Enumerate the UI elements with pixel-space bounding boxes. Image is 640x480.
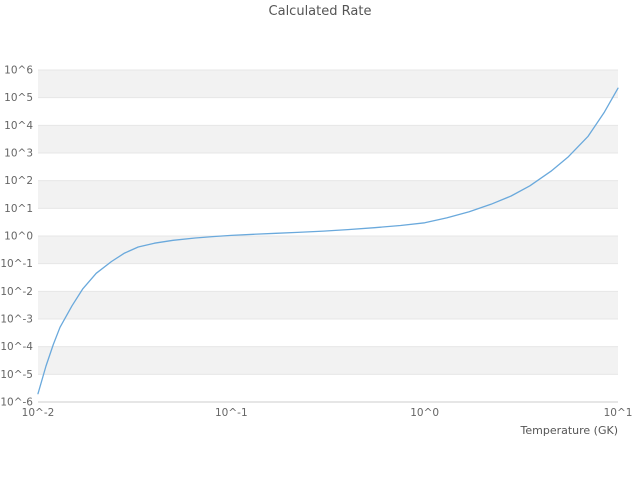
decade-band xyxy=(38,346,618,375)
y-tick-label: 10^5 xyxy=(4,92,33,104)
decade-band xyxy=(38,291,618,319)
y-tick-label: 10^6 xyxy=(4,65,33,77)
decade-band xyxy=(38,236,618,264)
y-tick-label: 10^4 xyxy=(4,120,33,132)
decade-band xyxy=(38,125,618,153)
y-tick-label: 10^-5 xyxy=(0,369,33,381)
x-tick-label: 10^-2 xyxy=(22,407,55,419)
y-tick-label: 10^-2 xyxy=(0,286,33,298)
y-tick-label: 10^2 xyxy=(4,175,33,187)
chart-title: Calculated Rate xyxy=(268,4,372,19)
decade-band xyxy=(38,70,618,98)
y-tick-label: 10^-1 xyxy=(0,258,33,270)
y-tick-label: 10^-6 xyxy=(0,397,33,409)
series-line-calculated-rate xyxy=(37,87,619,395)
y-tick-label: 10^0 xyxy=(4,231,33,243)
y-tick-label: 10^3 xyxy=(4,148,33,160)
x-tick-label: 10^1 xyxy=(604,407,633,419)
y-tick-label: 10^-4 xyxy=(0,341,33,353)
x-tick-label: 10^-1 xyxy=(215,407,248,419)
y-tick-label: 10^-3 xyxy=(0,314,33,326)
y-tick-label: 10^1 xyxy=(4,203,33,215)
x-tick-label: 10^0 xyxy=(410,407,439,419)
x-axis-label: Temperature (GK) xyxy=(520,424,619,437)
decade-band xyxy=(38,180,618,209)
